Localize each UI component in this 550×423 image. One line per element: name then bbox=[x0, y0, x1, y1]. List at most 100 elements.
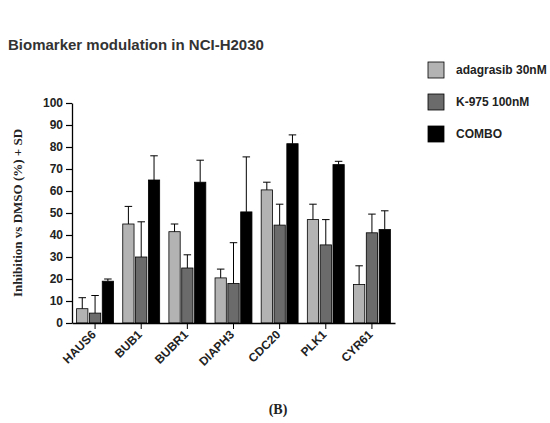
y-tick-mark bbox=[66, 257, 72, 258]
y-tick-mark bbox=[66, 169, 72, 170]
bar bbox=[287, 144, 298, 323]
y-tick-mark bbox=[66, 279, 72, 280]
error-bar bbox=[289, 135, 297, 144]
error-cap bbox=[171, 224, 179, 225]
y-axis: 0102030405060708090100 bbox=[43, 96, 73, 330]
bar bbox=[379, 230, 390, 324]
x-tick: HAUS6 bbox=[60, 323, 99, 366]
bar bbox=[102, 281, 113, 323]
bar bbox=[169, 232, 180, 323]
y-tick: 70 bbox=[50, 162, 72, 176]
y-tick-mark bbox=[66, 103, 72, 104]
error-line bbox=[174, 224, 175, 232]
error-bar bbox=[309, 204, 317, 219]
error-bar bbox=[196, 160, 204, 182]
series bbox=[102, 135, 390, 323]
y-tick-mark bbox=[66, 235, 72, 236]
x-tick-label: DIAPH3 bbox=[196, 327, 237, 368]
error-bar bbox=[335, 161, 343, 164]
y-tick-mark bbox=[66, 213, 72, 214]
bar bbox=[261, 190, 272, 323]
error-cap bbox=[91, 295, 99, 296]
error-line bbox=[246, 157, 247, 212]
y-tick-label: 70 bbox=[50, 162, 64, 176]
error-cap bbox=[276, 204, 284, 205]
bar bbox=[228, 283, 239, 323]
x-tick-mark bbox=[95, 323, 96, 329]
error-bar bbox=[381, 211, 389, 230]
legend-item: COMBO bbox=[428, 126, 502, 142]
error-cap bbox=[355, 265, 363, 266]
error-cap bbox=[184, 254, 192, 255]
x-tick-mark bbox=[141, 323, 142, 329]
y-tick-mark bbox=[66, 301, 72, 302]
bar bbox=[89, 313, 100, 323]
x-tick-label: CYR61 bbox=[338, 327, 375, 364]
error-bar bbox=[104, 279, 112, 281]
error-line bbox=[359, 266, 360, 285]
x-axis: HAUS6BUB1BUBR1DIAPH3CDC20PLK1CYR61 bbox=[60, 323, 395, 369]
marks bbox=[77, 135, 391, 323]
error-bar bbox=[150, 156, 158, 180]
y-tick: 50 bbox=[50, 206, 72, 220]
error-line bbox=[279, 204, 280, 225]
y-tick: 10 bbox=[50, 294, 72, 308]
x-tick: DIAPH3 bbox=[196, 323, 237, 369]
error-cap bbox=[78, 297, 86, 298]
error-line bbox=[154, 156, 155, 180]
error-cap bbox=[196, 160, 204, 161]
panel-label: (B) bbox=[269, 402, 288, 418]
error-line bbox=[312, 204, 313, 219]
chart: Biomarker modulation in NCI-H20300102030… bbox=[0, 0, 550, 423]
error-line bbox=[384, 211, 385, 230]
x-tick-mark bbox=[325, 323, 326, 329]
error-cap bbox=[368, 214, 376, 215]
y-tick-label: 90 bbox=[50, 118, 64, 132]
x-tick: CYR61 bbox=[338, 323, 375, 365]
plot: 0102030405060708090100HAUS6BUB1BUBR1DIAP… bbox=[43, 96, 396, 368]
x-tick-mark bbox=[371, 323, 372, 329]
error-line bbox=[128, 206, 129, 224]
bar bbox=[307, 220, 318, 323]
x-tick-mark bbox=[187, 323, 188, 329]
legend: adagrasib 30nM K-975 100nM COMBO bbox=[428, 62, 547, 142]
legend-swatch bbox=[428, 126, 444, 142]
legend-item: K-975 100nM bbox=[428, 94, 529, 110]
y-tick: 40 bbox=[50, 228, 72, 242]
bar bbox=[77, 309, 88, 323]
error-bar bbox=[322, 220, 330, 245]
y-tick: 100 bbox=[43, 96, 72, 110]
error-cap bbox=[335, 161, 343, 162]
y-tick-label: 20 bbox=[50, 272, 64, 286]
legend-swatch bbox=[428, 62, 444, 78]
y-tick: 30 bbox=[50, 250, 72, 264]
y-tick-label: 10 bbox=[50, 294, 64, 308]
legend-item: adagrasib 30nM bbox=[428, 62, 547, 78]
error-line bbox=[266, 182, 267, 190]
legend-label: COMBO bbox=[456, 127, 502, 141]
error-cap bbox=[137, 221, 145, 222]
error-bar bbox=[78, 298, 86, 309]
bar bbox=[366, 233, 377, 323]
y-tick: 20 bbox=[50, 272, 72, 286]
y-tick-label: 50 bbox=[50, 206, 64, 220]
y-axis-line bbox=[72, 104, 73, 324]
error-line bbox=[220, 269, 221, 278]
error-bar bbox=[355, 266, 363, 285]
y-tick-mark bbox=[66, 323, 72, 324]
x-tick-label: BUB1 bbox=[112, 327, 145, 360]
error-cap bbox=[217, 269, 225, 270]
bar bbox=[333, 165, 344, 323]
y-axis-title: Inhibition vs DMSO (%) + SD bbox=[10, 129, 25, 297]
error-bar bbox=[217, 269, 225, 278]
error-bar bbox=[125, 206, 133, 224]
error-line bbox=[187, 255, 188, 268]
error-bar bbox=[243, 157, 251, 212]
error-bar bbox=[276, 204, 284, 225]
y-tick-label: 0 bbox=[56, 316, 63, 330]
error-bar bbox=[368, 214, 376, 233]
error-line bbox=[95, 296, 96, 314]
error-cap bbox=[289, 134, 297, 135]
y-tick-label: 100 bbox=[43, 96, 63, 110]
bar bbox=[215, 278, 226, 323]
